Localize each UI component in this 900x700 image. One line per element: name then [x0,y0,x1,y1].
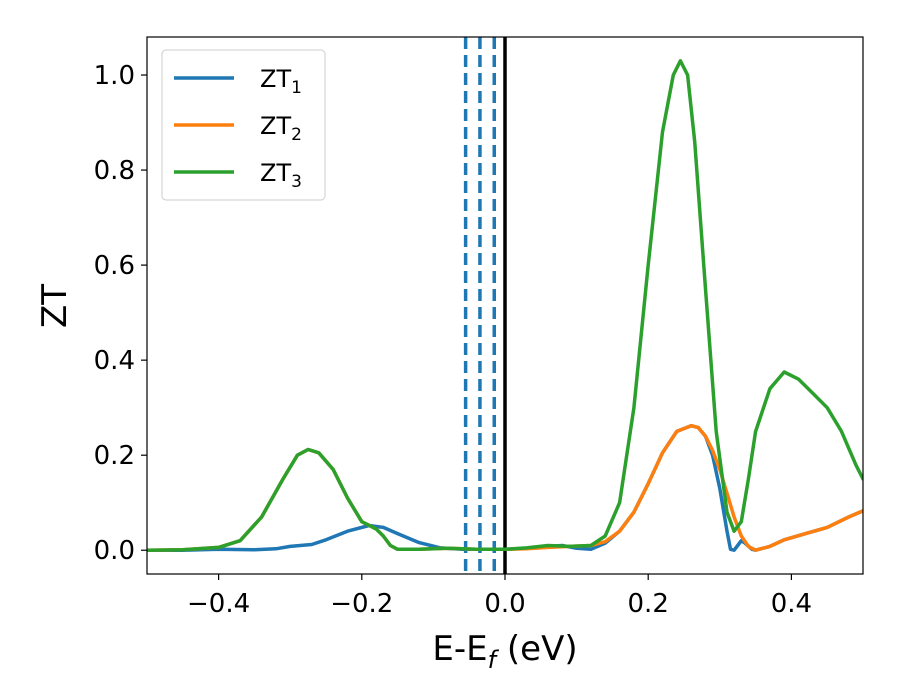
x-tick-label: 0.2 [628,589,669,619]
y-tick-label: 0.8 [94,156,135,186]
x-axis-label: E-Ef (eV) [432,629,577,674]
y-tick-label: 0.6 [94,251,135,281]
reference-lines [463,37,507,574]
legend-label-zt2: ZT2 [260,112,302,145]
x-tick-label: −0.2 [330,589,393,619]
legend: ZT1 ZT2 ZT3 [161,49,326,201]
x-tick-label: 0.4 [771,589,812,619]
y-tick-label: 0.4 [94,346,135,376]
x-tick-label: −0.4 [187,589,250,619]
legend-frame [161,49,326,201]
y-axis-label: ZT [35,284,75,328]
series-lines [147,59,863,552]
x-axis-ticks: −0.4 −0.2 0.0 0.2 0.4 [187,574,812,619]
y-tick-label: 1.0 [94,61,135,91]
y-tick-label: 0.2 [94,441,135,471]
legend-label-zt1: ZT1 [260,65,302,98]
legend-label-zt3: ZT3 [260,159,302,192]
series-line-zt3 [147,59,863,552]
x-tick-label: 0.0 [484,589,525,619]
y-axis-ticks: 0.0 0.2 0.4 0.6 0.8 1.0 [94,61,147,566]
y-tick-label: 0.0 [94,536,135,566]
